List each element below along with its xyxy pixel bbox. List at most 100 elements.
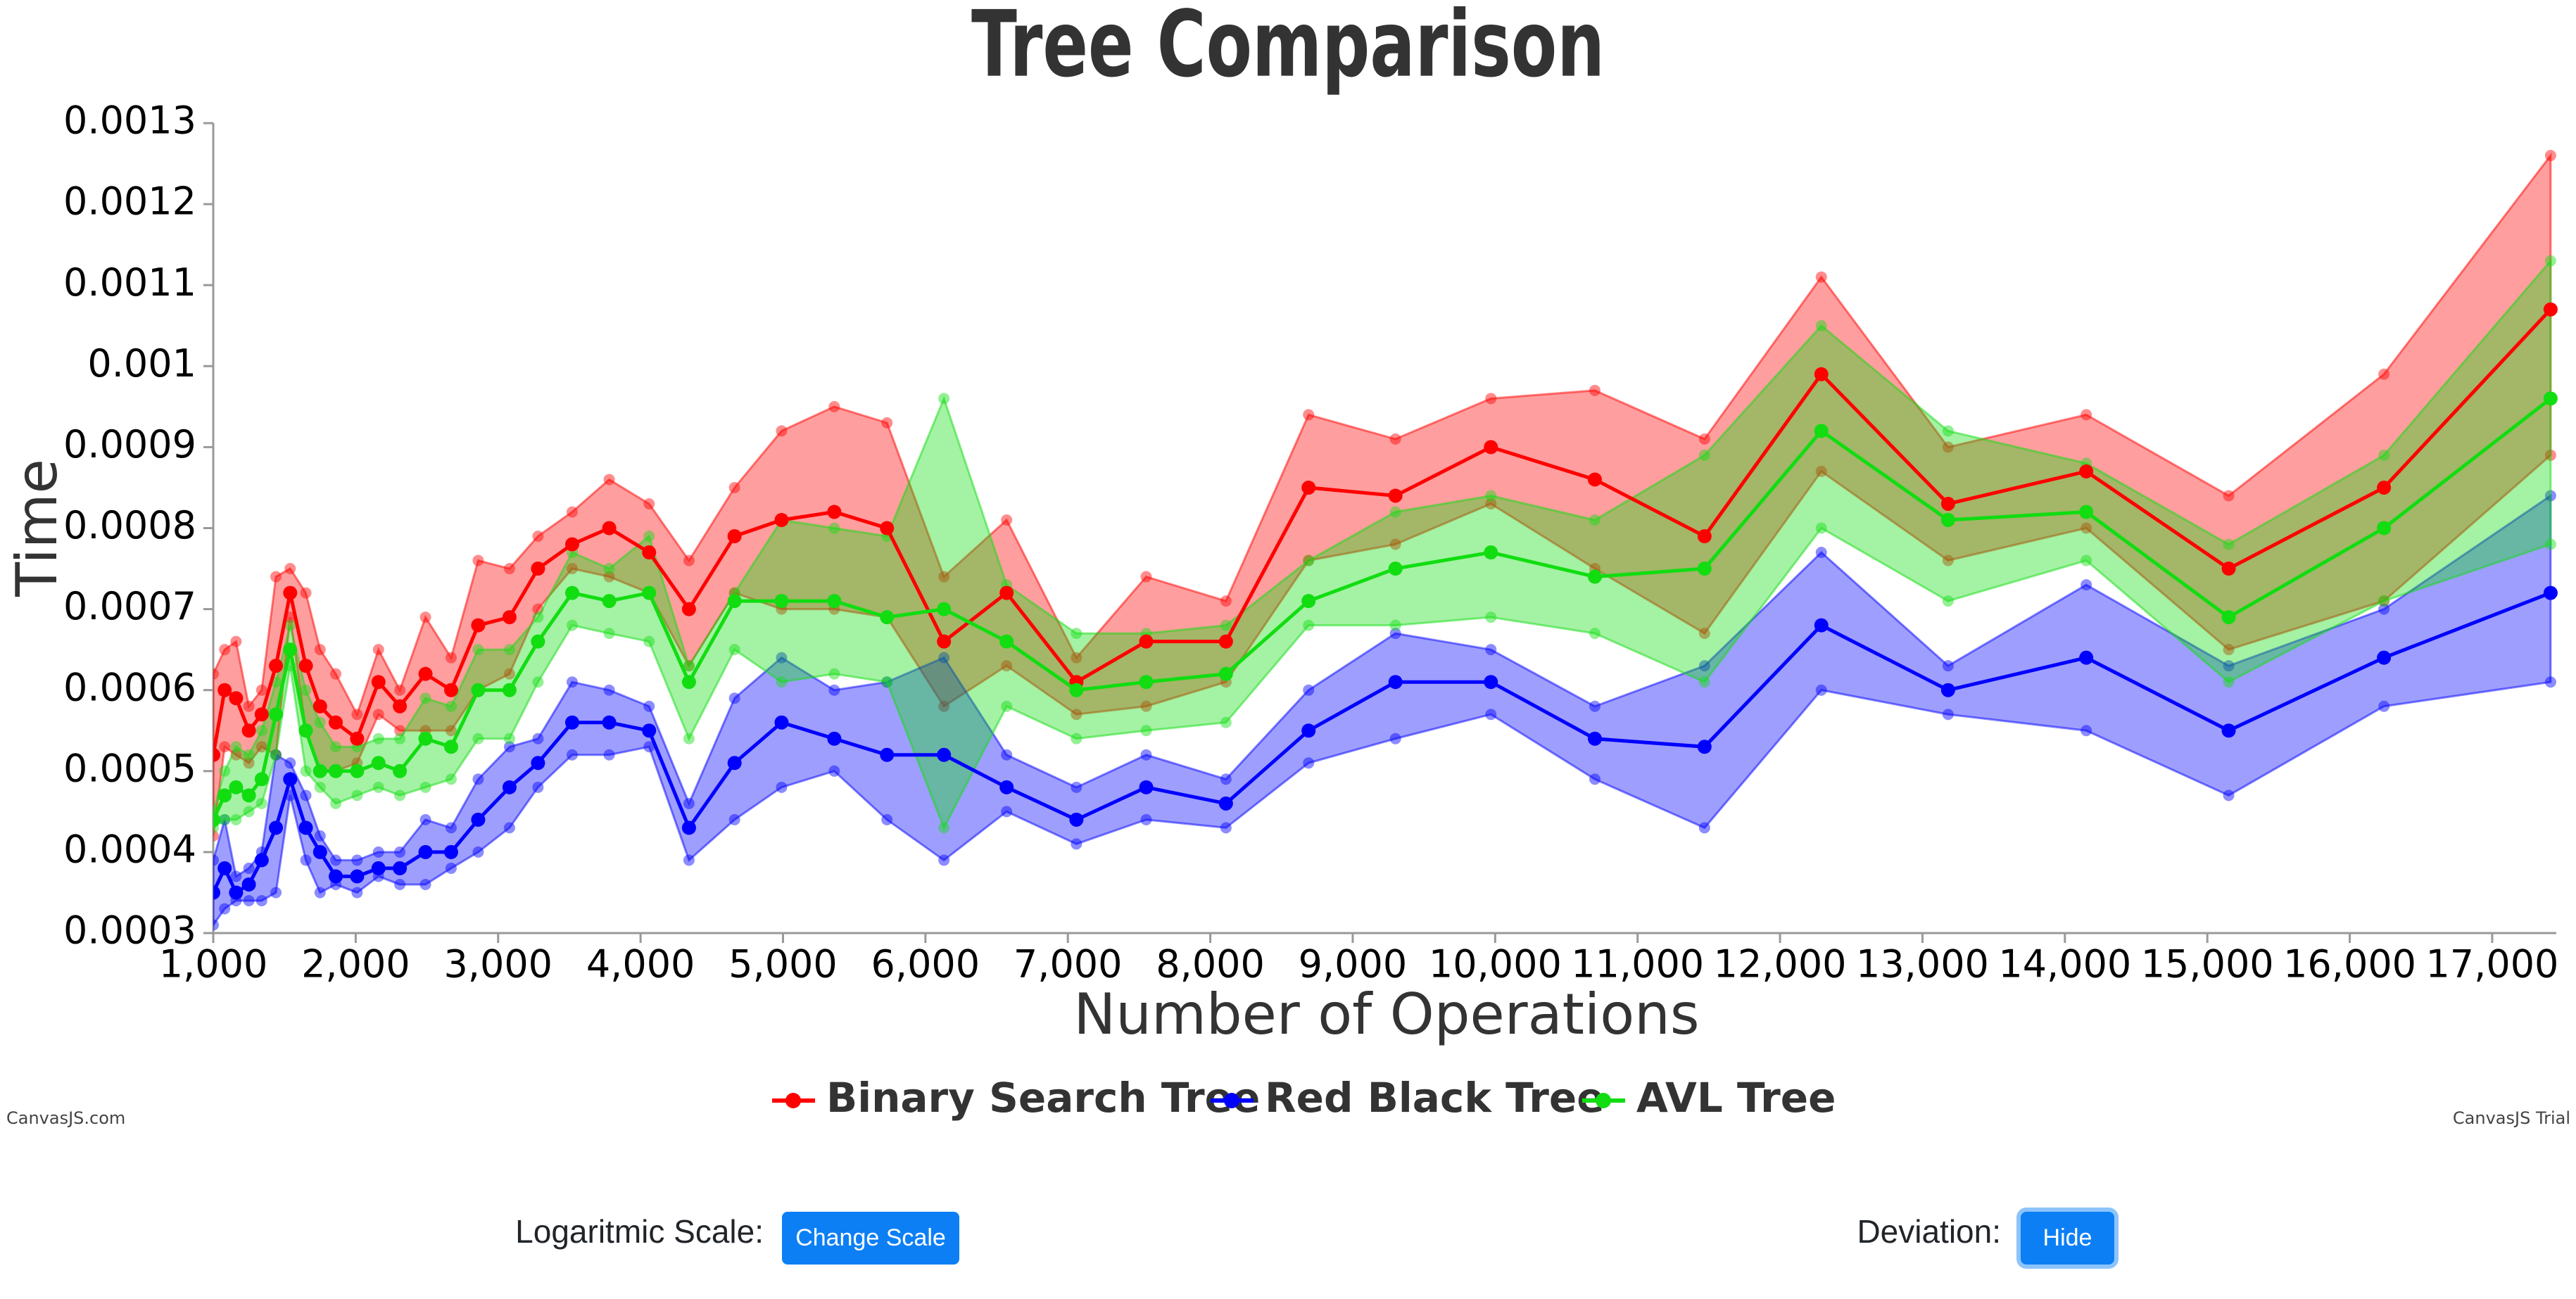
series-point [254,772,269,787]
band-point [394,878,406,890]
band-point [2081,522,2092,534]
band-point [1942,555,1954,566]
series-point [1139,675,1154,690]
band-point [243,862,255,874]
series-point [1940,512,1955,527]
series-point [774,594,789,609]
legend-label: AVL Tree [1636,1074,1836,1122]
series-point [999,780,1014,794]
band-point [828,684,840,696]
series-point [681,675,696,690]
series-point [1940,496,1955,511]
x-tick-label: 8,000 [1156,942,1265,987]
band-point [219,765,231,777]
band-point [284,757,296,769]
band-point [1589,384,1600,396]
x-tick-label: 1,000 [159,942,268,987]
band-point [394,846,406,858]
series-line [213,308,2552,756]
series-point [502,610,517,625]
x-tick-label: 14,000 [1998,942,2131,987]
series-point [1069,812,1084,827]
band-point [1942,595,1954,607]
band-point [1698,822,1710,834]
band-point [566,749,578,761]
band-point [1071,628,1082,640]
band-point [445,700,457,712]
series-point [418,731,433,746]
legend-marker [785,1093,801,1108]
series-point [880,610,895,625]
band-point [1485,393,1497,405]
band-point [219,813,231,825]
band-point [938,652,950,664]
band-point [394,733,406,744]
hide-button[interactable]: Hide [2021,1212,2114,1265]
series-point [642,723,657,738]
x-tick-label: 13,000 [1856,942,1989,987]
band-point [683,555,695,566]
band-point [1485,498,1497,509]
scale-label: Logaritmic Scale: [515,1213,764,1250]
band-point [532,531,544,543]
y-axis-title: Time [4,459,70,597]
series-point [393,861,408,875]
band-point [213,854,219,866]
series-point [999,585,1014,600]
band-point [1589,700,1600,712]
band-point [2081,409,2092,421]
y-tick-label: 0.0003 [63,908,196,953]
band-point [243,700,255,712]
band-point [372,709,384,721]
x-axis-title: Number of Operations [1073,982,1699,1047]
series-point [531,562,545,576]
band-point [230,635,242,647]
band-point [1815,547,1827,559]
band-point [1071,709,1082,721]
series-point [371,756,386,771]
band-point [728,644,740,656]
series-point [350,869,365,884]
series-point [727,594,742,609]
band-point [1389,628,1401,640]
series-point [241,788,256,803]
band-point [503,668,515,680]
band-point [2544,150,2556,162]
x-tick-label: 17,000 [2425,942,2558,987]
band-point [472,733,484,744]
series-point [213,885,220,900]
y-tick-label: 0.0004 [63,828,196,872]
band-point [503,822,515,834]
change-scale-button[interactable]: Change Scale [782,1212,959,1265]
band-point [1140,725,1152,737]
series-point [564,715,579,730]
band-point [270,571,282,583]
series-point [283,642,298,657]
band-point [603,571,615,583]
band-point [2081,579,2092,591]
legend-marker [1224,1093,1239,1108]
series-point [1814,618,1829,633]
series-point [774,512,789,527]
band-point [314,781,326,793]
trial-note: CanvasJS Trial [2453,1108,2570,1128]
series-point [312,699,327,714]
band-point [643,635,655,647]
band-point [314,644,326,656]
deviation-band [213,493,2552,927]
series-point [642,585,657,600]
band-point [2223,790,2235,801]
band-point [938,822,950,834]
series-point [681,820,696,835]
y-tick-label: 0.0007 [63,584,196,628]
series-point [2543,585,2558,600]
band-point [1071,838,1082,850]
x-tick-label: 10,000 [1429,942,1562,987]
series-point [350,763,365,778]
band-point [1303,619,1315,631]
series-point [1814,367,1829,381]
series-point [1697,562,1712,576]
legend-marker [1596,1093,1611,1108]
series-point [298,820,313,835]
